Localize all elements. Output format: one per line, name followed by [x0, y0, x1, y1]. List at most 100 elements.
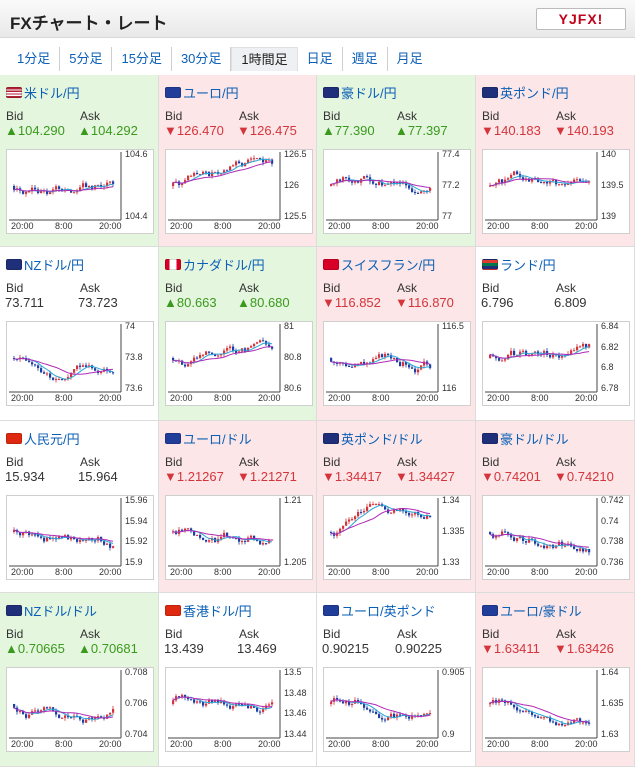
rate-card[interactable]: ユーロ/円 Bid Ask ▼126.470 ▼126.475 126.5 126 125.5… [159, 75, 317, 247]
x-axis-label: 8:00 [55, 221, 73, 231]
tab-4[interactable]: 1時間足 [231, 47, 298, 71]
tab-2[interactable]: 15分足 [112, 47, 172, 71]
candle-body [363, 176, 366, 179]
y-axis-label: 1.635 [601, 698, 624, 708]
currency-pair-name[interactable]: 人民元/円 [24, 432, 80, 447]
currency-pair-name[interactable]: NZドル/ドル [24, 604, 97, 619]
currency-pair-name[interactable]: 米ドル/円 [24, 86, 80, 101]
mini-candlestick-chart[interactable]: 1.64 1.635 1.63 20:00 8:00 20:00 [482, 667, 630, 752]
mini-candlestick-chart[interactable]: 104.6 104.4 20:00 8:00 20:00 [6, 149, 154, 234]
mini-candlestick-chart[interactable]: 13.5 13.48 13.46 13.44 20:00 8:00 20:00 [165, 667, 313, 752]
rate-card[interactable]: スイスフラン/円 Bid Ask ▼116.852 ▼116.870 116.5 116 20… [317, 247, 476, 421]
currency-pair-name[interactable]: スイスフラン/円 [341, 258, 436, 273]
rate-card[interactable]: 人民元/円 Bid Ask 15.934 15.964 15.96 15.94 15.92 15… [0, 421, 159, 593]
candle-body [489, 703, 492, 705]
x-axis-label: 8:00 [372, 567, 390, 577]
currency-pair-name[interactable]: ランド/円 [500, 258, 556, 273]
x-axis-label: 20:00 [487, 393, 510, 403]
tab-0[interactable]: 1分足 [8, 47, 61, 71]
candle-body [558, 355, 561, 358]
currency-pair-name[interactable]: 豪ドル/ドル [500, 432, 569, 447]
rate-card[interactable]: ユーロ/ドル Bid Ask ▼1.21267 ▼1.21271 1.21 1.205 20:… [159, 421, 317, 593]
tab-5[interactable]: 日足 [298, 47, 343, 71]
currency-pair-link[interactable]: ランド/円 [482, 255, 556, 274]
mini-candlestick-chart[interactable]: 77.4 77.2 77 20:00 8:00 20:00 [323, 149, 471, 234]
tab-1[interactable]: 5分足 [60, 47, 113, 71]
bid-label: Bid [165, 627, 183, 641]
mini-candlestick-chart[interactable]: 0.905 0.9 20:00 8:00 20:00 [323, 667, 471, 752]
currency-pair-name[interactable]: 英ポンド/円 [500, 86, 569, 101]
currency-pair-name[interactable]: ユーロ/円 [183, 86, 239, 101]
currency-pair-link[interactable]: ユーロ/円 [165, 83, 239, 102]
currency-pair-link[interactable]: カナダドル/円 [165, 255, 265, 274]
currency-pair-link[interactable]: 豪ドル/ドル [482, 429, 569, 448]
mini-candlestick-chart[interactable]: 81 80.8 80.6 20:00 8:00 20:00 [165, 321, 313, 406]
rate-card[interactable]: NZドル/ドル Bid Ask ▲0.70665 ▲0.70681 0.708 0.706 0… [0, 593, 159, 767]
currency-pair-link[interactable]: 豪ドル/円 [323, 83, 397, 102]
bid-label: Bid [6, 109, 24, 123]
currency-pair-link[interactable]: ユーロ/ドル [165, 429, 252, 448]
chart-canvas [485, 152, 598, 221]
rate-card[interactable]: ランド/円 Bid Ask 6.796 6.809 6.84 6.82 6.8 6.78 20:0… [476, 247, 635, 421]
tab-7[interactable]: 月足 [396, 51, 423, 66]
currency-pair-name[interactable]: ユーロ/ドル [183, 432, 252, 447]
currency-pair-link[interactable]: 英ポンド/円 [482, 83, 569, 102]
mini-candlestick-chart[interactable]: 116.5 116 20:00 8:00 20:00 [323, 321, 471, 406]
candle-body [585, 722, 588, 724]
rate-card[interactable]: 豪ドル/ドル Bid Ask ▼0.74201 ▼0.74210 0.742 0.74 0.7… [476, 421, 635, 593]
currency-pair-link[interactable]: 人民元/円 [6, 429, 80, 448]
rate-card[interactable]: 英ポンド/ドル Bid Ask ▼1.34417 ▼1.34427 1.34 1.335 1.… [317, 421, 476, 593]
rate-card[interactable]: カナダドル/円 Bid Ask ▲80.663 ▲80.680 81 80.8 80.6 20:… [159, 247, 317, 421]
currency-pair-name[interactable]: 香港ドル/円 [183, 604, 252, 619]
mini-candlestick-chart[interactable]: 0.742 0.74 0.738 0.736 20:00 8:00 20:00 [482, 495, 630, 580]
page-title: FXチャート・レート [10, 14, 168, 33]
currency-pair-link[interactable]: 英ポンド/ドル [323, 429, 423, 448]
candle-body [112, 372, 115, 374]
y-axis-label: 1.63 [601, 729, 619, 739]
mini-candlestick-chart[interactable]: 126.5 126 125.5 20:00 8:00 20:00 [165, 149, 313, 234]
mini-candlestick-chart[interactable]: 1.21 1.205 20:00 8:00 20:00 [165, 495, 313, 580]
tab-3[interactable]: 30分足 [172, 47, 232, 71]
currency-pair-link[interactable]: スイスフラン/円 [323, 255, 435, 274]
x-axis-label: 20:00 [170, 567, 193, 577]
flag-icon [482, 433, 498, 444]
rate-card[interactable]: 米ドル/円 Bid Ask ▲104.290 ▲104.292 104.6 104.4 20:… [0, 75, 159, 247]
bid-label: Bid [323, 109, 341, 123]
currency-pair-name[interactable]: 英ポンド/ドル [341, 432, 423, 447]
mini-candlestick-chart[interactable]: 15.96 15.94 15.92 15.9 20:00 8:00 20:00 [6, 495, 154, 580]
mini-candlestick-chart[interactable]: 140 139.5 139 20:00 8:00 20:00 [482, 149, 630, 234]
currency-pair-link[interactable]: ユーロ/英ポンド [323, 601, 436, 620]
rate-card[interactable]: 英ポンド/円 Bid Ask ▼140.183 ▼140.193 140 139.5 139 2… [476, 75, 635, 247]
candle-body [429, 187, 432, 191]
currency-pair-link[interactable]: NZドル/ドル [6, 601, 97, 620]
mini-candlestick-chart[interactable]: 0.708 0.706 0.704 20:00 8:00 20:00 [6, 667, 154, 752]
candle-body [49, 373, 52, 378]
mini-candlestick-chart[interactable]: 74 73.8 73.6 20:00 8:00 20:00 [6, 321, 154, 406]
yjfx-logo[interactable]: YJFX! [536, 8, 626, 30]
rate-card[interactable]: 香港ドル/円 Bid Ask 13.439 13.469 13.5 13.48 13.46 13… [159, 593, 317, 767]
candle-body [79, 365, 82, 367]
currency-pair-link[interactable]: 香港ドル/円 [165, 601, 252, 620]
mini-candlestick-chart[interactable]: 6.84 6.82 6.8 6.78 20:00 8:00 20:00 [482, 321, 630, 406]
currency-pair-name[interactable]: ユーロ/英ポンド [341, 604, 436, 619]
candle-body [582, 722, 585, 724]
currency-pair-link[interactable]: 米ドル/円 [6, 83, 80, 102]
rate-card[interactable]: 豪ドル/円 Bid Ask ▲77.390 ▲77.397 77.4 77.2 77 20:00… [317, 75, 476, 247]
currency-pair-name[interactable]: 豪ドル/円 [341, 86, 397, 101]
candle-body [564, 545, 567, 547]
bid-value: ▲104.290 [5, 123, 65, 138]
rate-card[interactable]: NZドル/円 Bid Ask 73.711 73.723 74 73.8 73.6 20:00 8… [0, 247, 159, 421]
candle-body [214, 700, 217, 703]
x-axis-label: 20:00 [11, 221, 34, 231]
currency-pair-link[interactable]: ユーロ/豪ドル [482, 601, 582, 620]
currency-pair-name[interactable]: NZドル/円 [24, 258, 84, 273]
rate-card[interactable]: ユーロ/豪ドル Bid Ask ▼1.63411 ▼1.63426 1.64 1.635 1.… [476, 593, 635, 767]
candle-body [13, 186, 16, 190]
tab-6[interactable]: 週足 [343, 47, 388, 71]
mini-candlestick-chart[interactable]: 1.34 1.335 1.33 20:00 8:00 20:00 [323, 495, 471, 580]
currency-pair-name[interactable]: カナダドル/円 [183, 258, 265, 273]
candle-body [109, 181, 112, 183]
rate-card[interactable]: ユーロ/英ポンド Bid Ask 0.90215 0.90225 0.905 0.9 20:0… [317, 593, 476, 767]
currency-pair-link[interactable]: NZドル/円 [6, 255, 84, 274]
currency-pair-name[interactable]: ユーロ/豪ドル [500, 604, 582, 619]
